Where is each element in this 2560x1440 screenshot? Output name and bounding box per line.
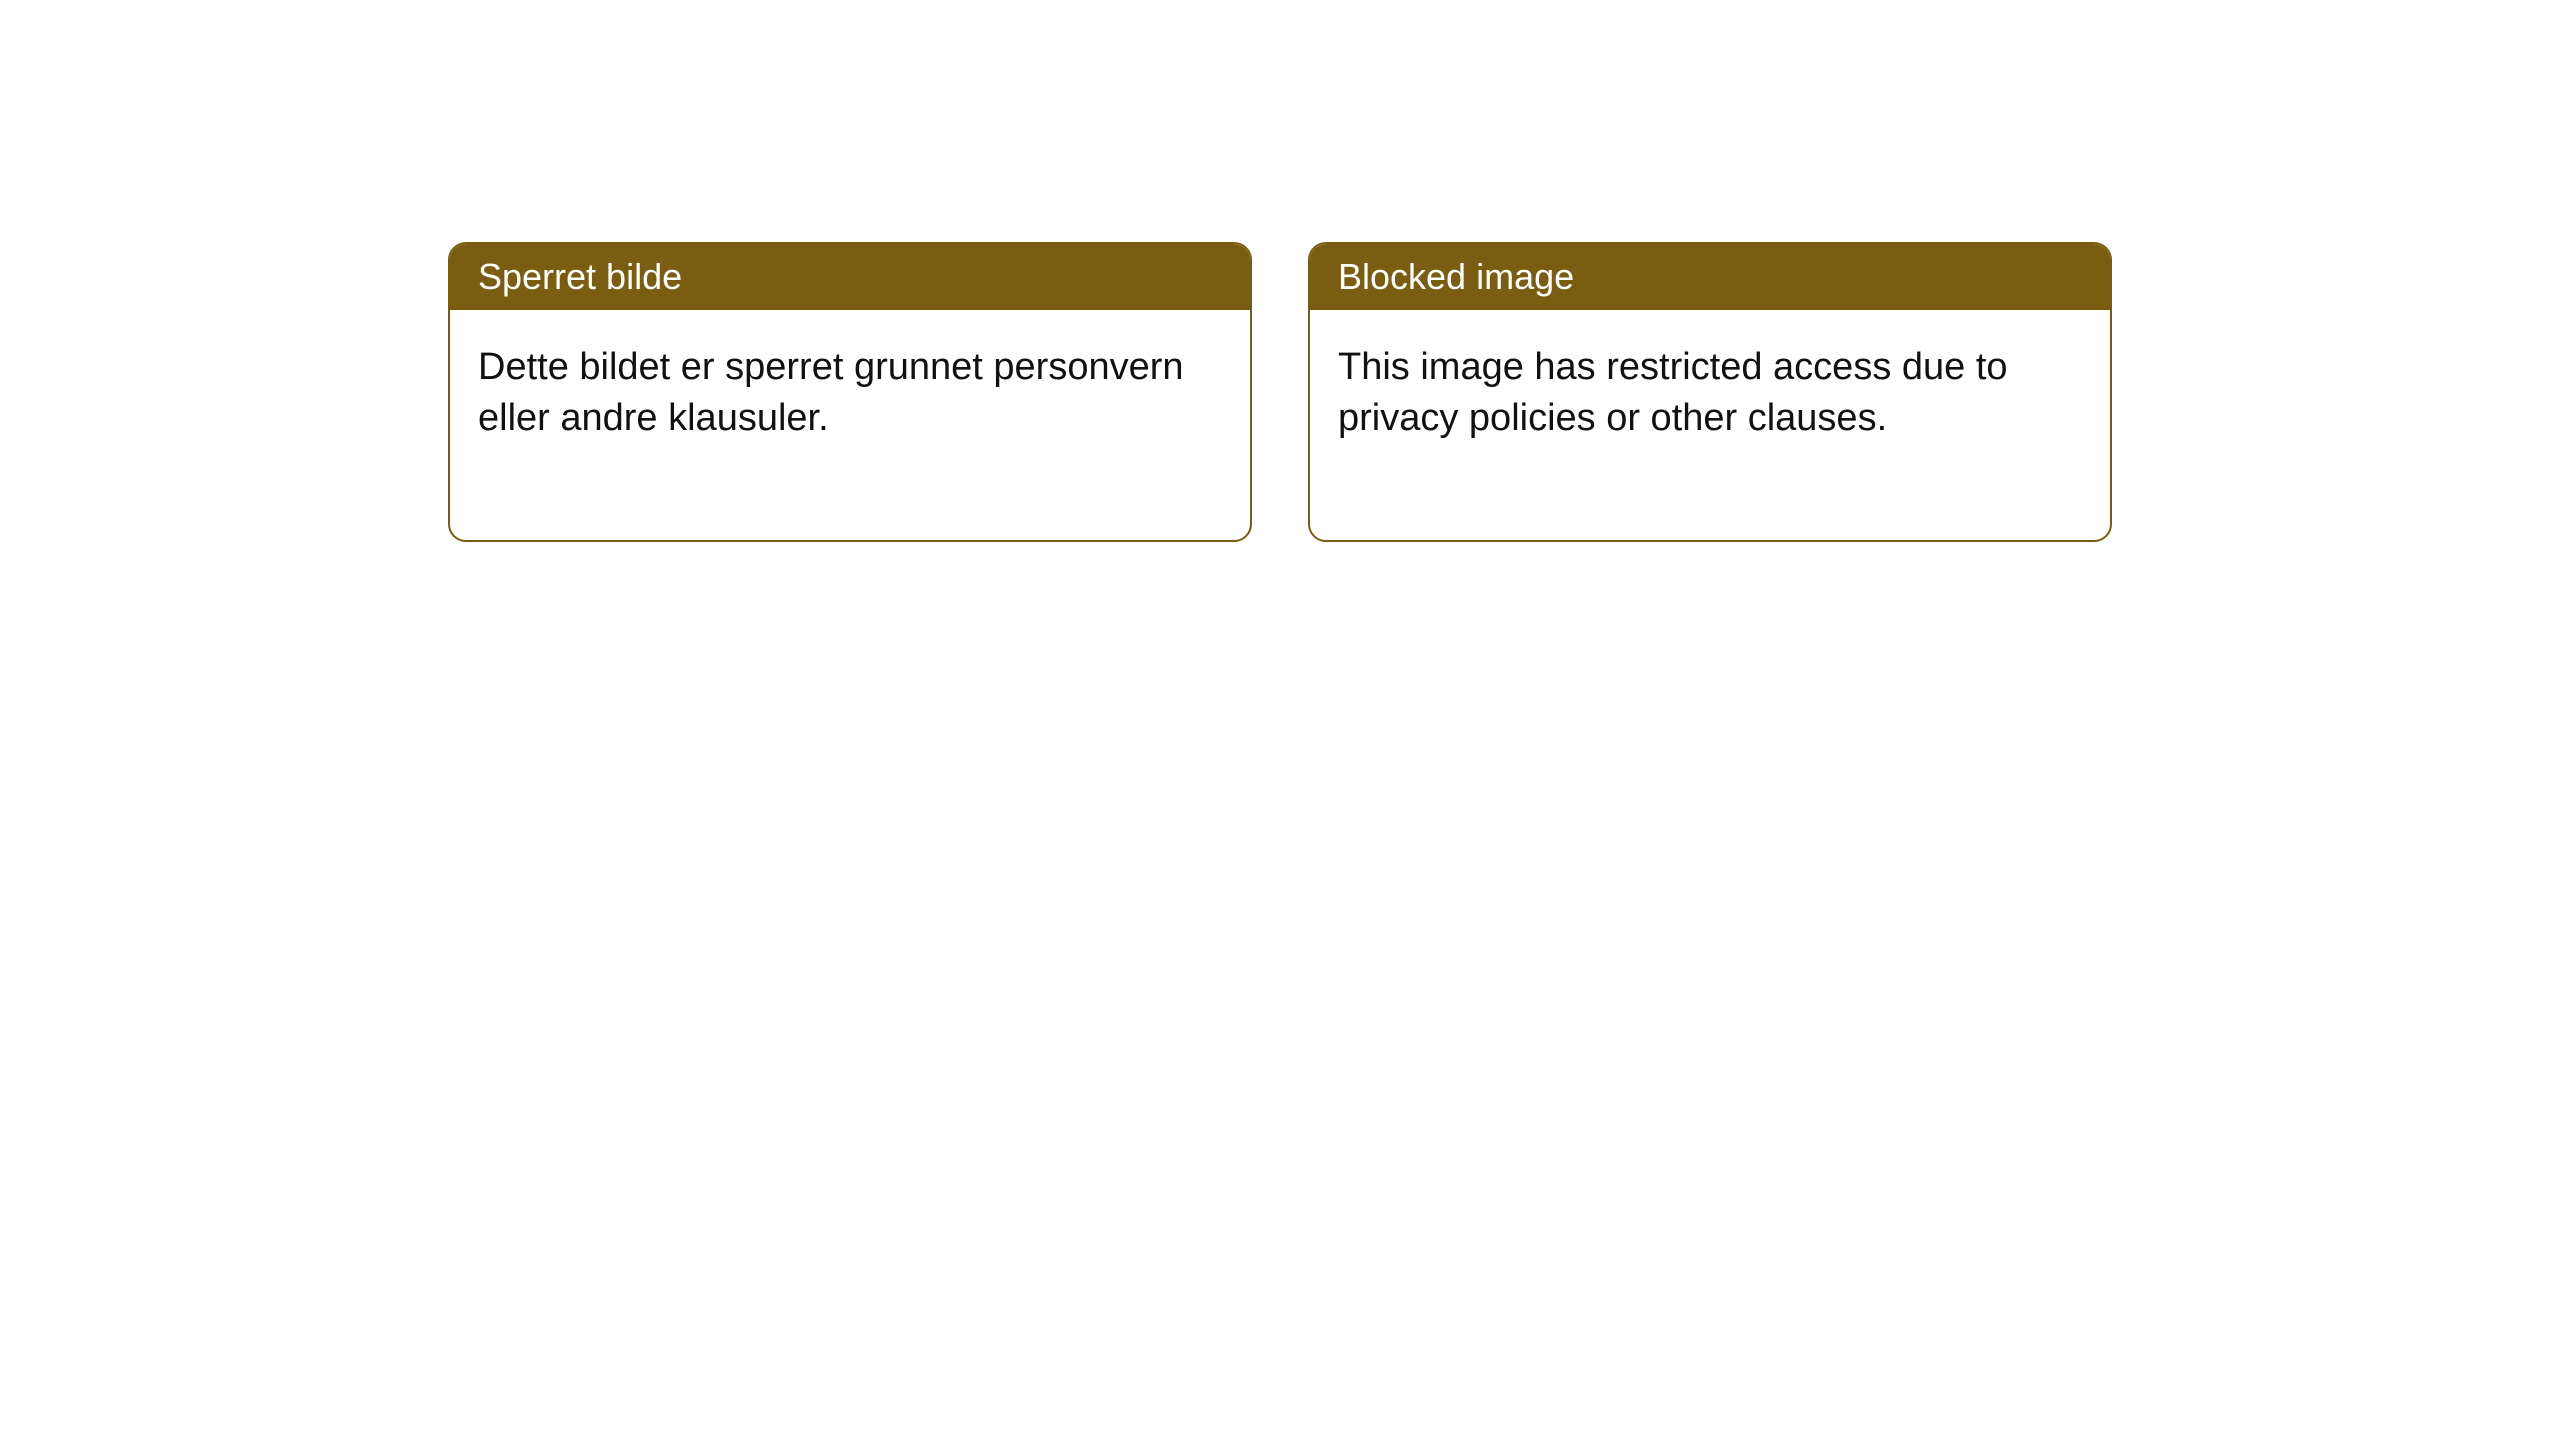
card-header: Sperret bilde xyxy=(450,244,1250,310)
card-body: This image has restricted access due to … xyxy=(1310,310,2110,540)
card-norwegian: Sperret bilde Dette bildet er sperret gr… xyxy=(448,242,1252,542)
card-body-text: Dette bildet er sperret grunnet personve… xyxy=(478,346,1184,439)
card-body: Dette bildet er sperret grunnet personve… xyxy=(450,310,1250,540)
blocked-image-cards: Sperret bilde Dette bildet er sperret gr… xyxy=(448,242,2112,542)
card-title: Sperret bilde xyxy=(478,256,682,297)
card-body-text: This image has restricted access due to … xyxy=(1338,346,2008,439)
card-english: Blocked image This image has restricted … xyxy=(1308,242,2112,542)
card-title: Blocked image xyxy=(1338,256,1574,297)
card-header: Blocked image xyxy=(1310,244,2110,310)
